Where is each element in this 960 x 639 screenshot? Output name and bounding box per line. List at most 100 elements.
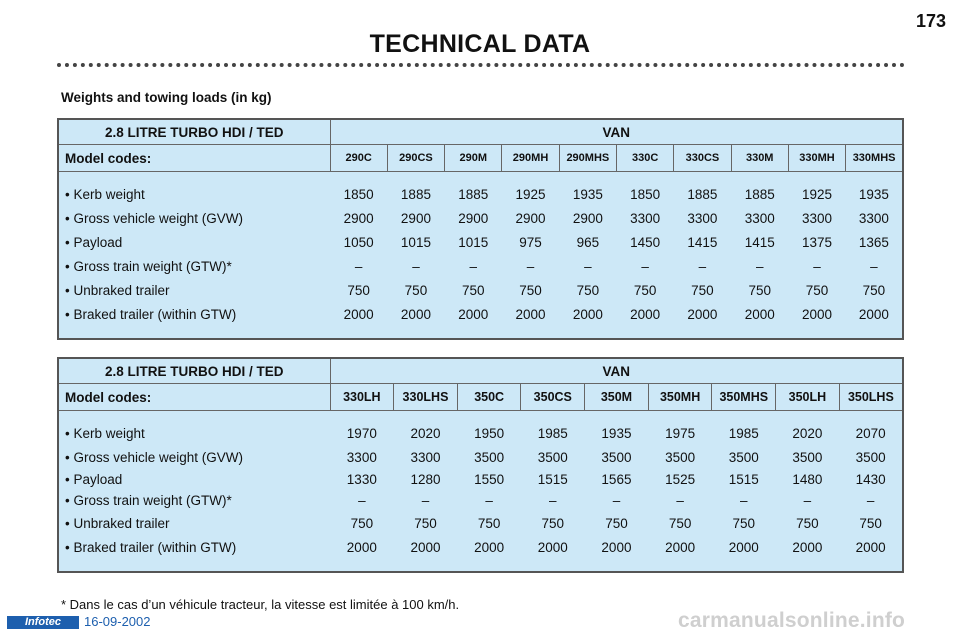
table-cell: 1885 — [744, 186, 775, 202]
table-cell: 2900 — [400, 210, 431, 226]
model-code: 330MHS — [845, 144, 903, 172]
table-cell: 1015 — [458, 234, 489, 250]
table-cell: – — [354, 258, 363, 274]
table-row: • Gross vehicle weight (GVW) 2900 2900 2… — [58, 206, 903, 230]
table-cell: – — [549, 493, 557, 508]
table-cell: 1415 — [744, 234, 775, 250]
table-row: • Braked trailer (within GTW) 2000 2000 … — [58, 535, 903, 559]
row-label-payload: • Payload — [65, 472, 123, 487]
table-cell: – — [641, 258, 649, 274]
table-cell: – — [469, 258, 477, 274]
table-cell: 2000 — [572, 306, 603, 322]
table-cell: 1480 — [792, 472, 823, 487]
model-code: 350MHS — [711, 383, 776, 411]
table-cell: 2900 — [458, 210, 489, 226]
table-row: • Unbraked trailer 750 750 750 750 750 7… — [58, 278, 903, 302]
model-codes-label: Model codes: — [58, 383, 330, 411]
table-cell: 1885 — [458, 186, 489, 202]
table-cell: 1515 — [537, 472, 568, 487]
row-label-kerb-weight: • Kerb weight — [65, 186, 145, 202]
table-cell: 3500 — [728, 449, 759, 465]
engine-header: 2.8 LITRE TURBO HDI / TED — [58, 358, 331, 384]
model-code: 330M — [730, 144, 789, 172]
table-cell: 2000 — [515, 306, 546, 322]
row-label-gtw: • Gross train weight (GTW)* — [65, 258, 232, 274]
table-cell: 1050 — [343, 234, 374, 250]
table-cell: 2070 — [855, 425, 886, 441]
model-code: 290M — [444, 144, 502, 172]
table-row: • Kerb weight 1850 1885 1885 1925 1935 1… — [58, 182, 903, 206]
table-cell: 1970 — [346, 425, 377, 441]
table-cell: 2000 — [343, 306, 374, 322]
model-code: 350LHS — [838, 383, 903, 411]
model-code: 350LH — [775, 383, 840, 411]
row-label-payload: • Payload — [65, 234, 123, 250]
table-cell: 3300 — [858, 210, 889, 226]
body-type-header: VAN — [330, 119, 903, 145]
table-cell: 965 — [576, 234, 600, 250]
table-cell: 3300 — [410, 449, 441, 465]
table-cell: 1885 — [687, 186, 718, 202]
model-code: 350MH — [647, 383, 712, 411]
table-cell: 1950 — [474, 425, 505, 441]
section-heading: Weights and towing loads (in kg) — [61, 90, 272, 105]
weights-table-van-330-350: 2.8 LITRE TURBO HDI / TED VAN Model code… — [57, 357, 904, 573]
table-cell: 3300 — [744, 210, 775, 226]
engine-header: 2.8 LITRE TURBO HDI / TED — [58, 119, 331, 145]
table-cell: 2000 — [601, 539, 632, 555]
model-code: 330MH — [787, 144, 846, 172]
table-cell: 3500 — [855, 449, 886, 465]
table-cell: 3300 — [687, 210, 718, 226]
table-cell: 1925 — [802, 186, 833, 202]
table-cell: 750 — [691, 282, 714, 298]
model-code: 290MHS — [558, 144, 617, 172]
table-cell: 975 — [519, 234, 542, 250]
page-title: TECHNICAL DATA — [369, 30, 591, 58]
table-cell: 3500 — [601, 449, 632, 465]
table-cell: 2000 — [474, 539, 505, 555]
table-cell: – — [421, 493, 430, 508]
table-cell: – — [358, 493, 366, 508]
table-cell: 2900 — [572, 210, 603, 226]
table-cell: 1850 — [343, 186, 374, 202]
table-cell: 750 — [748, 282, 771, 298]
table-cell: – — [803, 493, 812, 508]
table-cell: 750 — [796, 515, 819, 531]
table-cell: 2000 — [744, 306, 775, 322]
table-cell: 750 — [862, 282, 886, 298]
table-cell: 1415 — [687, 234, 718, 250]
table-cell: 1525 — [665, 472, 696, 487]
model-code: 350CS — [520, 383, 585, 411]
table-cell: 750 — [668, 515, 692, 531]
table-cell: 750 — [541, 515, 565, 531]
table-cell: 750 — [477, 515, 501, 531]
table-cell: 2900 — [343, 210, 374, 226]
table-cell: 750 — [576, 282, 600, 298]
model-code: 290CS — [386, 144, 445, 172]
table-cell: 750 — [633, 282, 657, 298]
table-spacer — [58, 326, 903, 339]
table-cell: 3500 — [537, 449, 568, 465]
weights-table-van-290-330: 2.8 LITRE TURBO HDI / TED VAN Model code… — [57, 118, 904, 340]
infotec-logo: Infotec — [7, 616, 79, 629]
table-cell: 1565 — [601, 472, 632, 487]
table-cell: 3300 — [802, 210, 833, 226]
table-cell: 1280 — [410, 472, 441, 487]
table-cell: 750 — [805, 282, 829, 298]
table-cell: 1935 — [601, 425, 632, 441]
table-cell: 2000 — [537, 539, 568, 555]
footer-date: 16-09-2002 — [84, 614, 151, 629]
table-cell: – — [866, 493, 875, 508]
table-cell: 1925 — [515, 186, 546, 202]
row-label-kerb-weight: • Kerb weight — [65, 425, 145, 441]
model-codes-label: Model codes: — [58, 144, 330, 172]
table-cell: 2000 — [792, 539, 823, 555]
table-cell: – — [813, 258, 821, 274]
table-cell: 2000 — [458, 306, 489, 322]
table-cell: 2000 — [400, 306, 431, 322]
row-label-braked-trailer: • Braked trailer (within GTW) — [65, 539, 237, 555]
table-cell: 1850 — [630, 186, 661, 202]
table-cell: 1430 — [855, 472, 886, 487]
row-label-unbraked-trailer: • Unbraked trailer — [65, 515, 170, 531]
table-cell: – — [584, 258, 592, 274]
